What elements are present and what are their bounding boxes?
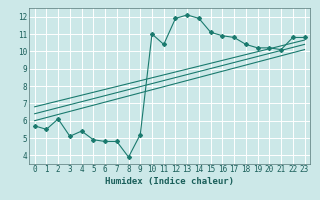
X-axis label: Humidex (Indice chaleur): Humidex (Indice chaleur) [105, 177, 234, 186]
